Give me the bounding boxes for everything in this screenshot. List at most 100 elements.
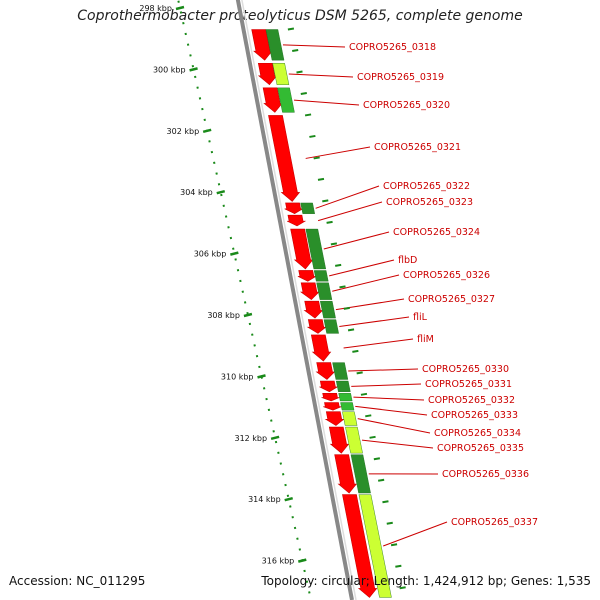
gene-label: COPRO5265_0330 — [422, 364, 509, 375]
gene-arrow — [306, 319, 327, 334]
scale-tick — [202, 128, 212, 134]
gene-leader-line — [323, 231, 390, 250]
scale-tick — [175, 5, 185, 11]
track-tick — [360, 392, 368, 396]
feature-shade-band — [313, 270, 329, 282]
scale-tick-label: 314 kbp — [248, 495, 281, 504]
feature-shade-band — [316, 282, 333, 300]
track-tick — [395, 564, 402, 568]
gene-label: fliM — [417, 334, 434, 345]
track-tick — [287, 27, 295, 31]
gene-leader-line — [355, 405, 428, 416]
scale-tick-label: 312 kbp — [234, 434, 267, 443]
gene-leader-line — [315, 185, 380, 209]
gene-arrow — [328, 426, 350, 454]
track-tick — [377, 478, 385, 482]
track-tick — [386, 521, 393, 525]
scale-tick — [297, 558, 307, 563]
gene-arrow — [342, 494, 378, 598]
gene-leader-line — [332, 274, 400, 292]
gene-leader-line — [348, 368, 419, 372]
gene-label: COPRO5265_0319 — [357, 72, 444, 83]
gene-label: COPRO5265_0324 — [393, 227, 480, 238]
gene-arrow — [321, 392, 340, 402]
gene-arrow — [315, 362, 336, 380]
track-tick — [390, 543, 398, 547]
gene-leader-line — [282, 44, 346, 48]
gene-label: COPRO5265_0327 — [408, 294, 495, 305]
feature-shade-band — [345, 426, 363, 454]
gene-arrow — [299, 282, 320, 301]
gene-arrow — [257, 62, 278, 86]
feature-shade-band — [358, 494, 392, 598]
gene-leader-line — [361, 439, 434, 449]
scale-tick-label: 302 kbp — [167, 127, 200, 136]
track-tick — [373, 457, 381, 461]
genome-stats-label: Topology: circular; Length: 1,424,912 bp… — [261, 574, 591, 588]
scale-tick — [230, 251, 239, 256]
gene-leader-line — [317, 201, 383, 222]
scale-tick-label: 316 kbp — [262, 557, 295, 566]
gene-label: COPRO5265_0331 — [425, 379, 512, 390]
track-tick — [326, 220, 333, 224]
feature-shade-band — [305, 228, 327, 270]
scale-tick — [216, 189, 226, 195]
scale-dotted-line — [177, 0, 312, 600]
gene-arrow — [268, 115, 301, 202]
gene-label: flbD — [398, 255, 417, 266]
gene-label: COPRO5265_0322 — [383, 181, 470, 192]
track-tick — [313, 156, 320, 160]
gene-leader-line — [383, 521, 448, 547]
track-tick — [347, 328, 355, 332]
track-tick — [296, 70, 303, 74]
feature-shade-band — [350, 454, 371, 494]
track-tick — [339, 285, 346, 289]
backbone-highlight — [241, 0, 357, 600]
track-tick — [343, 306, 350, 310]
track-tick — [365, 414, 372, 418]
gene-leader-line — [288, 73, 354, 78]
gene-label: COPRO5265_0334 — [434, 428, 521, 439]
track-tick — [399, 586, 406, 590]
track-tick — [300, 91, 307, 95]
feature-shade-band — [323, 319, 339, 334]
feature-shade-band — [319, 300, 336, 319]
gene-label: COPRO5265_0337 — [451, 517, 538, 528]
scale-tick — [270, 435, 280, 441]
gene-leader-line — [357, 418, 431, 434]
gene-arrow — [303, 300, 324, 319]
track-tick — [304, 113, 312, 117]
gene-leader-line — [293, 99, 360, 106]
scale-tick-label: 306 kbp — [194, 250, 227, 259]
gene-arrow — [297, 270, 317, 282]
backbone-line — [235, 0, 354, 600]
feature-shade-band — [332, 362, 349, 380]
feature-shade-band — [300, 202, 315, 214]
gene-label: COPRO5265_0332 — [428, 395, 515, 406]
gene-label: COPRO5265_0320 — [363, 100, 450, 111]
gene-arrow — [334, 454, 358, 494]
track-tick — [382, 500, 389, 504]
gene-arrow — [262, 87, 283, 113]
gene-label: COPRO5265_0335 — [437, 443, 524, 454]
gene-arrow — [319, 380, 339, 393]
feature-shade-band — [340, 402, 355, 411]
scale-tick-label: 300 kbp — [153, 65, 186, 74]
scale-tick — [243, 312, 253, 318]
feature-shade-band — [335, 380, 351, 392]
accession-label: Accession: NC_011295 — [9, 574, 146, 588]
scale-tick — [189, 67, 198, 72]
gene-leader-line — [353, 396, 425, 401]
track-tick — [317, 177, 325, 181]
gene-leader-line — [329, 259, 395, 277]
scale-tick-label: 298 kbp — [139, 4, 172, 13]
gene-arrow — [286, 214, 307, 227]
track-tick — [292, 48, 299, 52]
gene-leader-line — [339, 316, 410, 328]
scale-tick-label: 304 kbp — [180, 188, 213, 197]
gene-arrow — [290, 228, 314, 270]
gene-label: COPRO5265_0323 — [386, 197, 473, 208]
feature-shade-band — [342, 411, 358, 426]
feature-shade-band — [272, 63, 290, 85]
